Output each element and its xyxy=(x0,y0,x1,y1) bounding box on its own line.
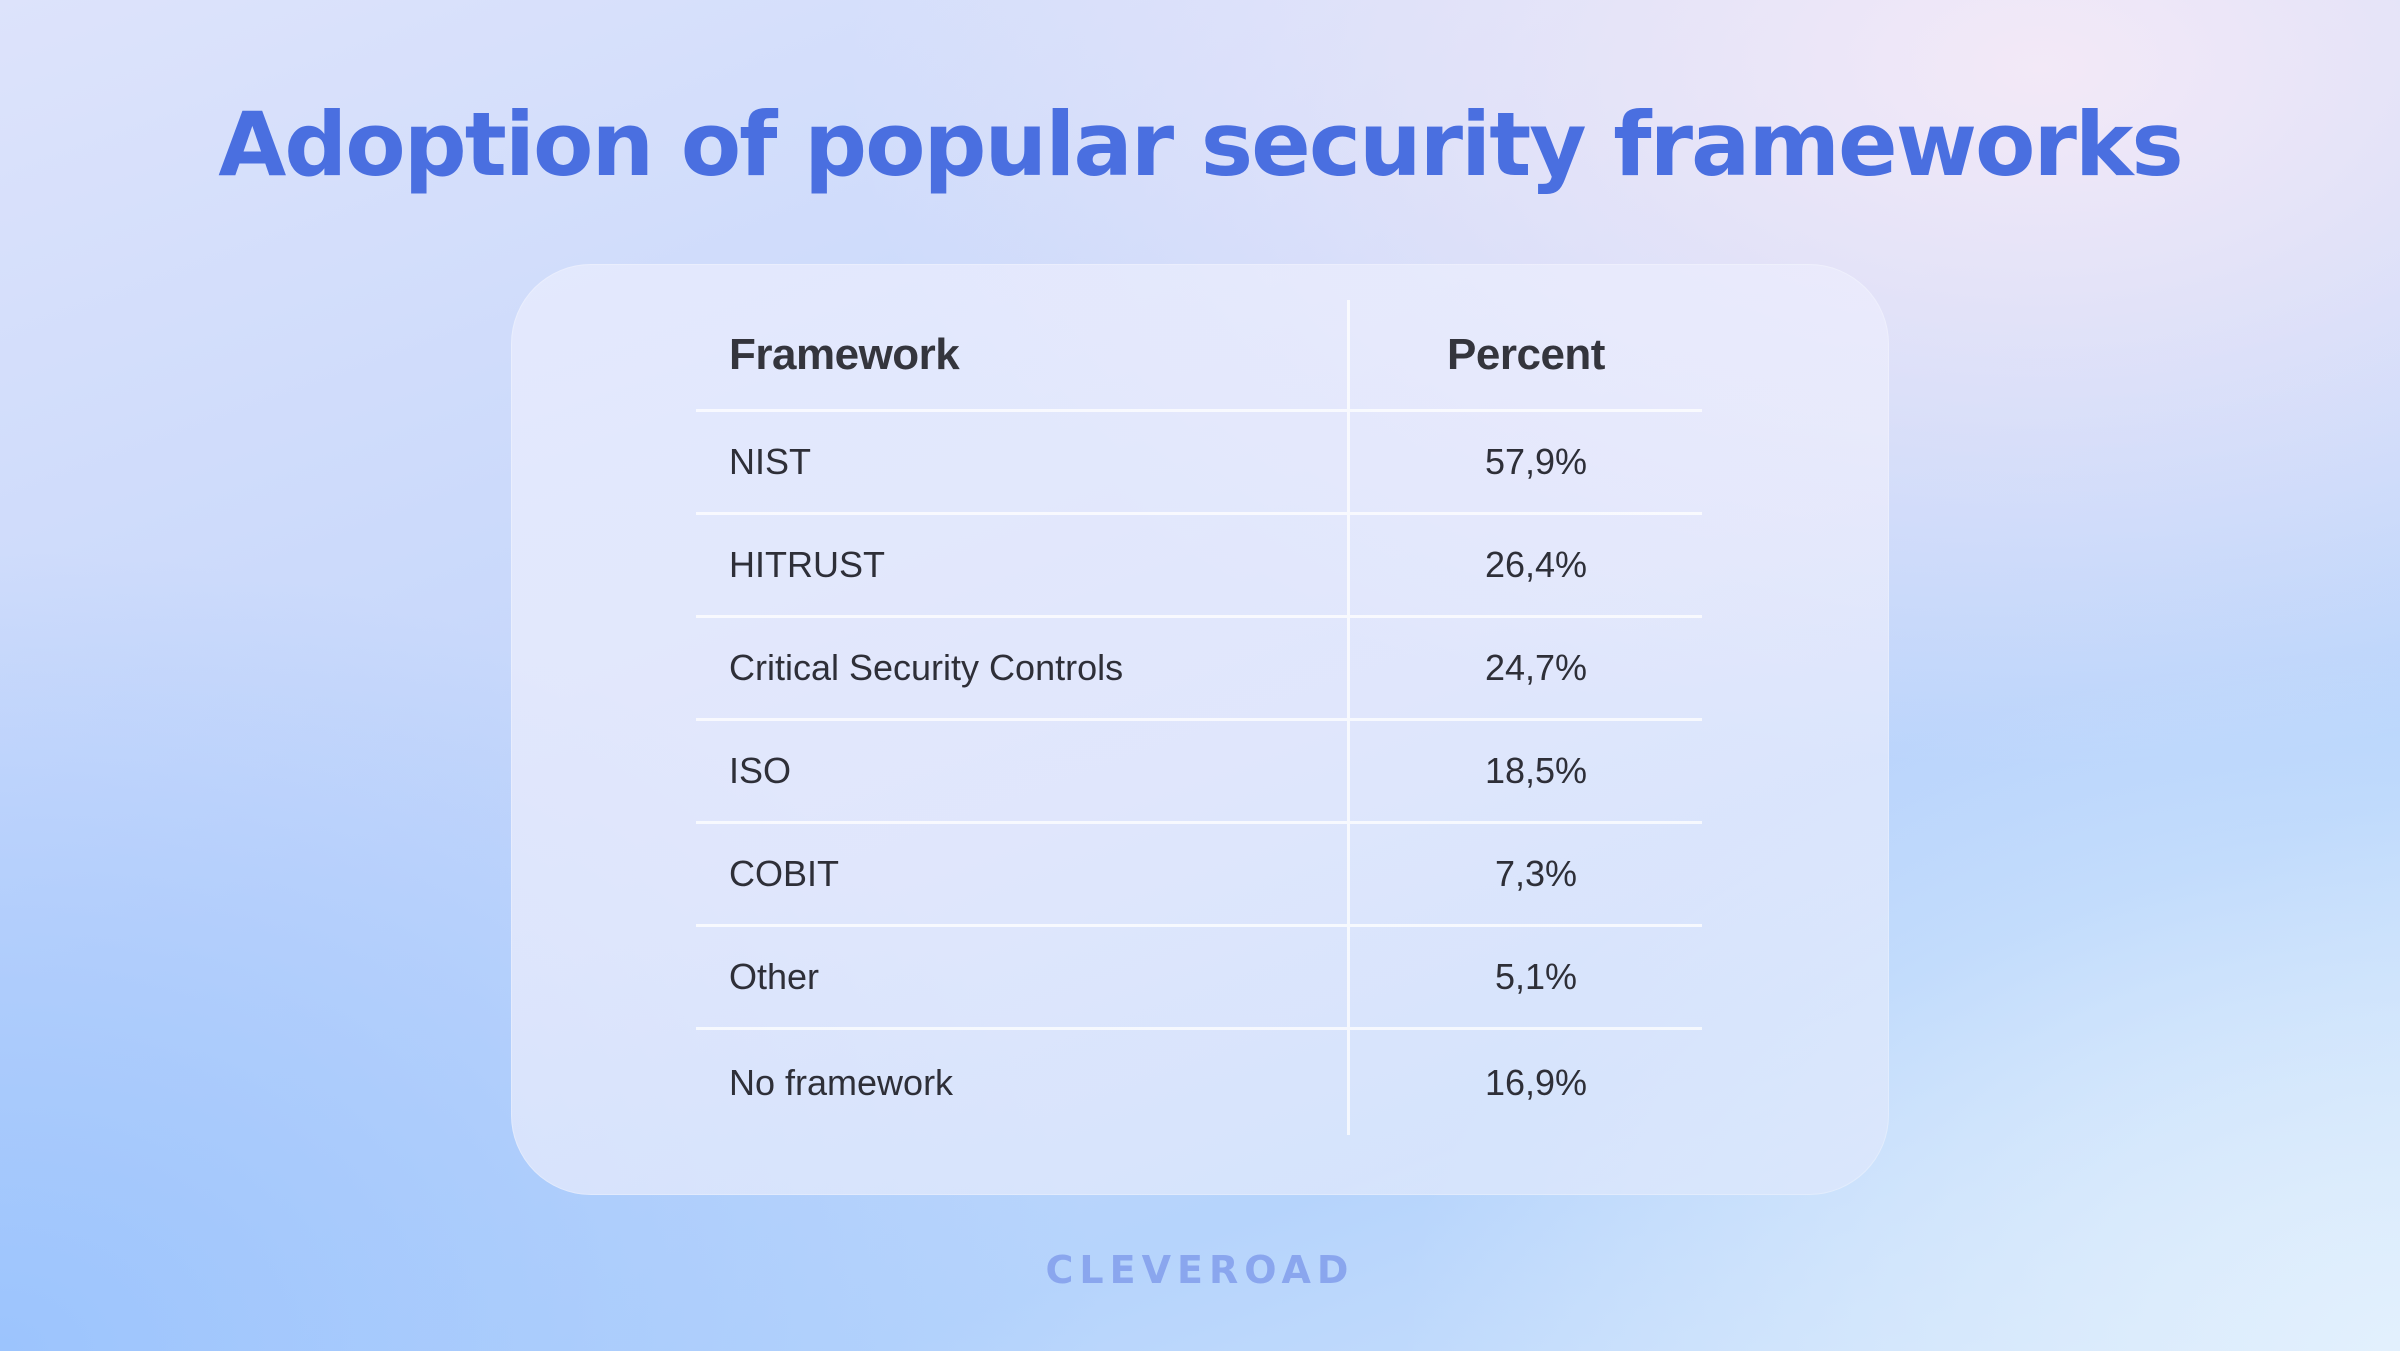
column-header-framework: Framework xyxy=(696,300,1350,409)
percent-cell: 7,3% xyxy=(1494,853,1578,894)
brand-logo: CLEVEROAD xyxy=(1045,1248,1355,1292)
page-title: Adoption of popular security frameworks xyxy=(218,93,2184,196)
table-row: Critical Security Controls 24,7% xyxy=(696,618,1702,721)
percent-cell: 16,9% xyxy=(1484,1061,1588,1103)
table-header-row: Framework Percent xyxy=(696,300,1702,412)
table-body: NIST 57,9% HITRUST 26,4% Critical Security C… xyxy=(696,412,1702,1135)
table-row: HITRUST 26,4% xyxy=(696,515,1702,618)
table-card: Framework Percent NIST 57,9% HITRUST 26,4% C… xyxy=(511,264,1889,1195)
percent-cell: 18,5% xyxy=(1484,750,1588,791)
framework-cell: COBIT xyxy=(696,824,1350,924)
framework-cell: HITRUST xyxy=(696,515,1350,615)
table-row: Other 5,1% xyxy=(696,927,1702,1030)
framework-cell: NIST xyxy=(696,412,1350,512)
framework-cell: Other xyxy=(696,927,1350,1027)
table-row: ISO 18,5% xyxy=(696,721,1702,824)
percent-cell: 57,9% xyxy=(1484,441,1588,482)
column-header-percent: Percent xyxy=(1447,329,1605,379)
framework-cell: ISO xyxy=(696,721,1350,821)
frameworks-table: Framework Percent NIST 57,9% HITRUST 26,4% C… xyxy=(696,300,1702,1135)
table-row: No framework 16,9% xyxy=(696,1030,1702,1135)
table-row: COBIT 7,3% xyxy=(696,824,1702,927)
percent-cell: 26,4% xyxy=(1484,544,1588,585)
framework-cell: No framework xyxy=(696,1030,1350,1135)
percent-cell: 24,7% xyxy=(1484,647,1588,688)
table-row: NIST 57,9% xyxy=(696,412,1702,515)
framework-cell: Critical Security Controls xyxy=(696,618,1350,718)
percent-cell: 5,1% xyxy=(1494,956,1578,997)
